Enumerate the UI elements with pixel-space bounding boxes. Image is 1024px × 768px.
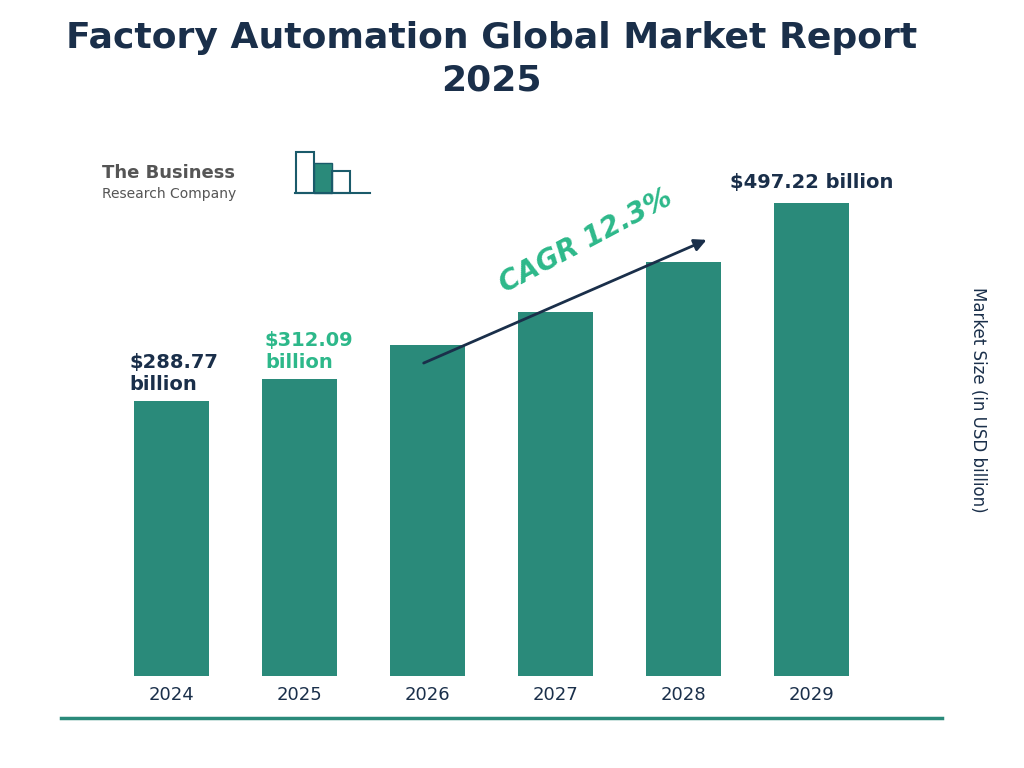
Bar (518, 312, 593, 676)
Bar (262, 379, 337, 676)
Text: Market Size (in USD billion): Market Size (in USD billion) (969, 286, 987, 512)
Text: CAGR 12.3%: CAGR 12.3% (495, 184, 677, 298)
Bar (296, 153, 314, 193)
Text: Research Company: Research Company (102, 187, 237, 200)
Bar (646, 263, 721, 676)
Text: $288.77
billion: $288.77 billion (129, 353, 218, 394)
Text: $497.22 billion: $497.22 billion (730, 173, 893, 192)
Title: Factory Automation Global Market Report
2025: Factory Automation Global Market Report … (66, 21, 918, 98)
Bar (332, 171, 350, 193)
Bar (390, 345, 465, 676)
Bar (134, 402, 209, 676)
Bar (314, 164, 332, 193)
Text: The Business: The Business (102, 164, 236, 182)
Text: $312.09
billion: $312.09 billion (265, 331, 353, 372)
Bar (774, 204, 849, 676)
